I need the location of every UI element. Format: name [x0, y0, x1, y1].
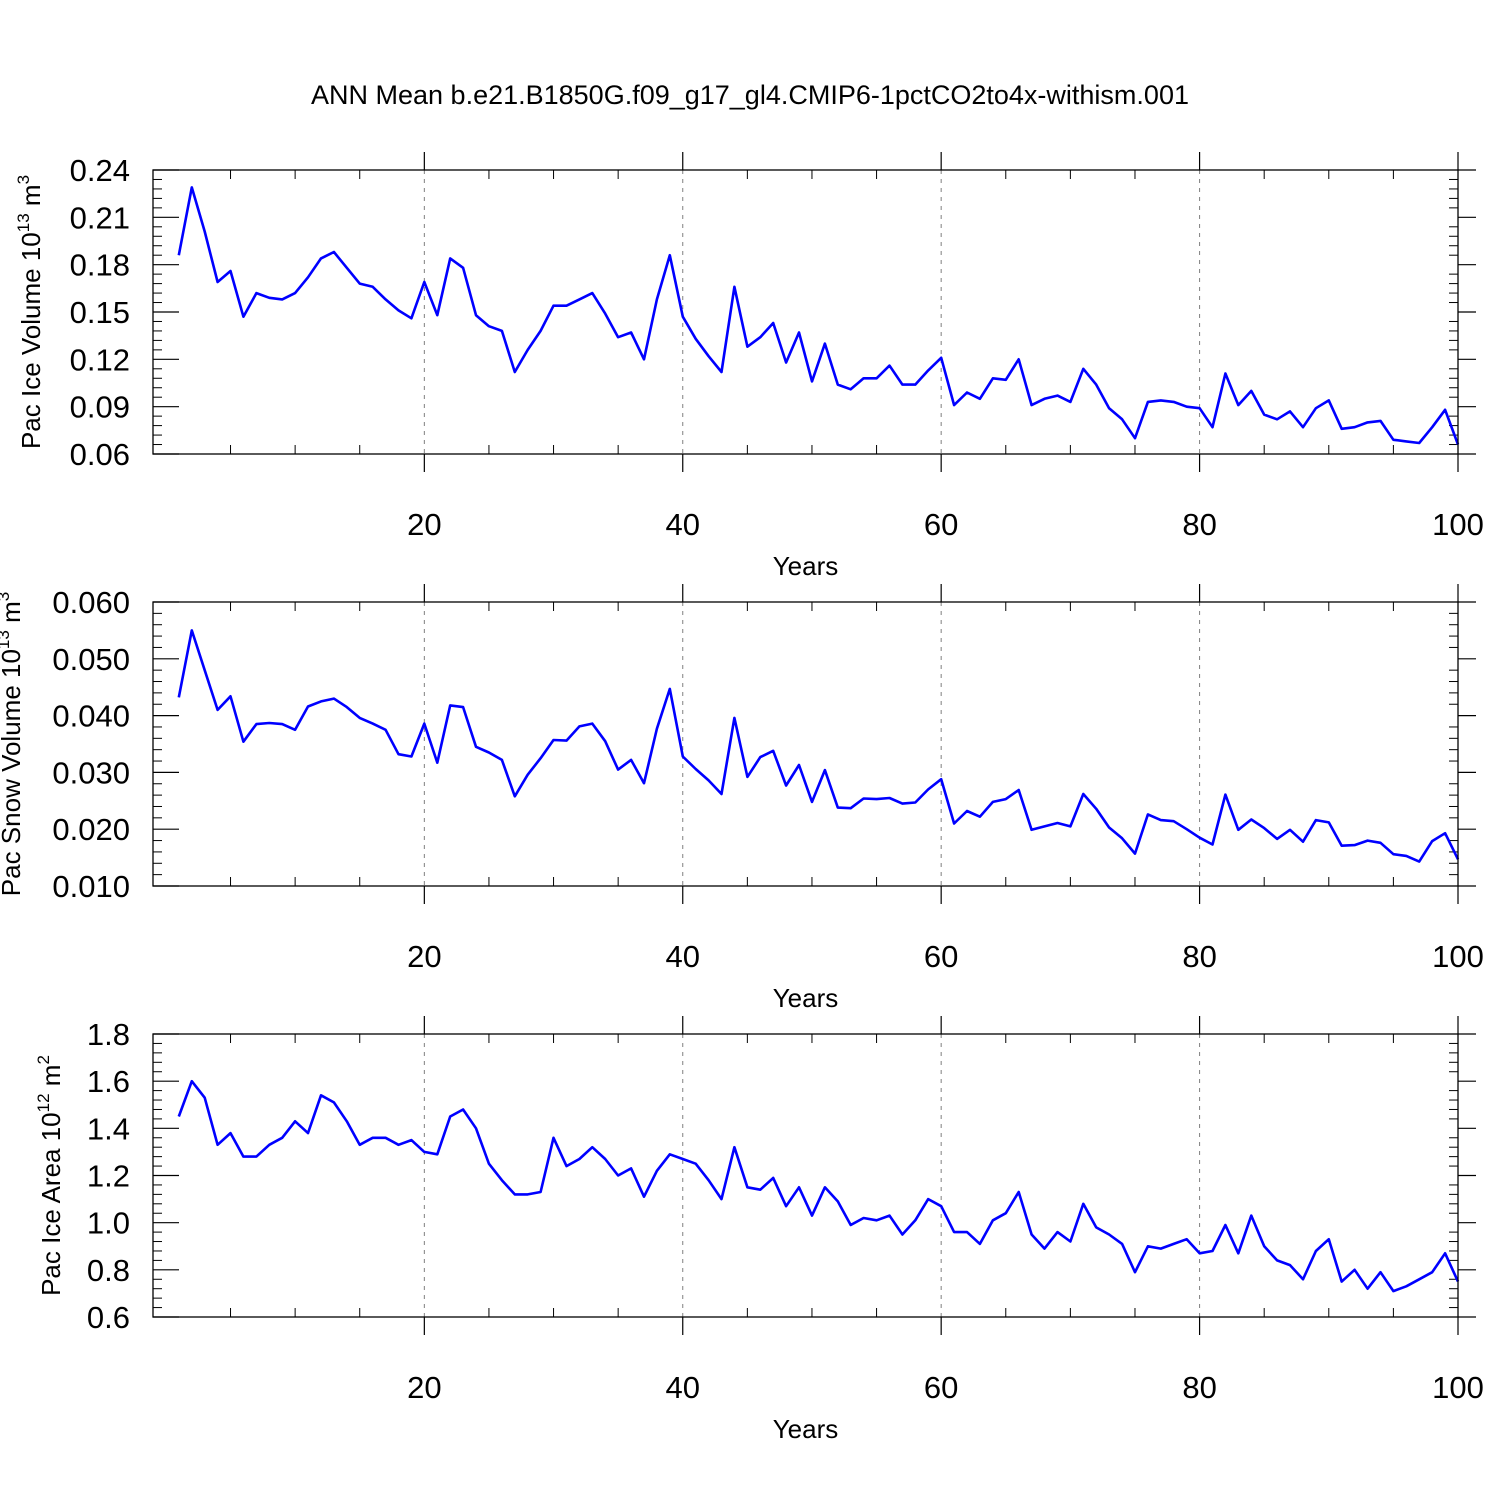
y-tick-label: 0.060	[52, 585, 130, 620]
y-tick-label: 0.21	[70, 200, 130, 235]
y-axis-label-text: Pac Ice Volume 10	[16, 232, 46, 449]
x-tick-label: 40	[666, 507, 700, 542]
x-tick-label: 100	[1432, 507, 1484, 542]
y-axis-label-superscript: 2	[34, 1055, 53, 1064]
y-tick-label: 1.6	[87, 1064, 130, 1099]
y-axis-label-text: m	[36, 1065, 66, 1094]
chart-panel-3: 20 40 60 80 100 0.6 0.8 1.0 1.2 1.4 1.6 1.8 Years Pac…	[34, 1016, 1484, 1444]
y-axis-label-text: m	[0, 601, 26, 630]
x-tick-label: 20	[407, 1370, 441, 1405]
y-tick-label: 0.18	[70, 248, 130, 283]
y-tick-label: 0.8	[87, 1253, 130, 1288]
y-tick-label: 1.8	[87, 1017, 130, 1052]
y-axis-label: Pac Ice Area 1012 m2	[34, 1055, 66, 1296]
plot-frame	[152, 169, 1459, 455]
x-tick-label: 60	[924, 1370, 958, 1405]
y-tick-label: 0.030	[52, 755, 130, 790]
x-tick-label: 60	[924, 507, 958, 542]
x-tick-label: 40	[666, 1370, 700, 1405]
y-tick-label: 1.0	[87, 1206, 130, 1241]
y-axis-label-superscript: 12	[34, 1093, 53, 1112]
y-axis-label-superscript: 13	[0, 630, 13, 649]
y-tick-label: 0.010	[52, 869, 130, 904]
x-tick-label: 20	[407, 939, 441, 974]
plot-frame	[152, 1033, 1459, 1318]
x-axis-label: Years	[773, 1414, 839, 1444]
x-tick-label: 60	[924, 939, 958, 974]
x-tick-label: 20	[407, 507, 441, 542]
y-tick-label: 0.020	[52, 812, 130, 847]
data-series-line	[177, 186, 1460, 445]
y-axis-label-text: Pac Snow Volume 10	[0, 649, 26, 896]
y-tick-label: 0.15	[70, 295, 130, 330]
x-tick-label: 40	[666, 939, 700, 974]
data-series-line	[177, 629, 1460, 863]
x-axis-label: Years	[773, 551, 839, 581]
x-tick-label: 100	[1432, 1370, 1484, 1405]
x-axis-label: Years	[773, 983, 839, 1013]
y-tick-label: 1.2	[87, 1159, 130, 1194]
page-title: ANN Mean b.e21.B1850G.f09_g17_gl4.CMIP6-…	[311, 80, 1189, 110]
y-tick-label: 0.040	[52, 699, 130, 734]
plot-frame	[152, 601, 1459, 887]
y-tick-label: 0.6	[87, 1300, 130, 1335]
y-axis-label-superscript: 13	[14, 213, 33, 232]
y-tick-label: 0.050	[52, 642, 130, 677]
y-axis-label: Pac Ice Volume 1013 m3	[14, 175, 46, 449]
y-tick-label: 0.06	[70, 437, 130, 472]
x-tick-label: 80	[1182, 1370, 1216, 1405]
y-axis-label-superscript: 3	[0, 592, 13, 601]
y-axis-label-superscript: 3	[14, 175, 33, 184]
y-tick-label: 0.09	[70, 390, 130, 425]
data-series-line	[177, 1079, 1460, 1293]
chart-panel-1: 20 40 60 80 100 0.06 0.09 0.12 0.15 0.18 0.21 0.24 Y…	[14, 152, 1484, 581]
y-tick-label: 0.24	[70, 153, 130, 188]
x-tick-label: 80	[1182, 939, 1216, 974]
x-tick-label: 80	[1182, 507, 1216, 542]
chart-panel-2: 20 40 60 80 100 0.010 0.020 0.030 0.040 0.050 0.06…	[0, 584, 1484, 1013]
y-tick-label: 1.4	[87, 1111, 130, 1146]
y-tick-label: 0.12	[70, 342, 130, 377]
y-axis-label-text: m	[16, 184, 46, 213]
x-tick-label: 100	[1432, 939, 1484, 974]
y-axis-label: Pac Snow Volume 1013 m3	[0, 592, 26, 896]
y-axis-label-text: Pac Ice Area 10	[36, 1112, 66, 1296]
